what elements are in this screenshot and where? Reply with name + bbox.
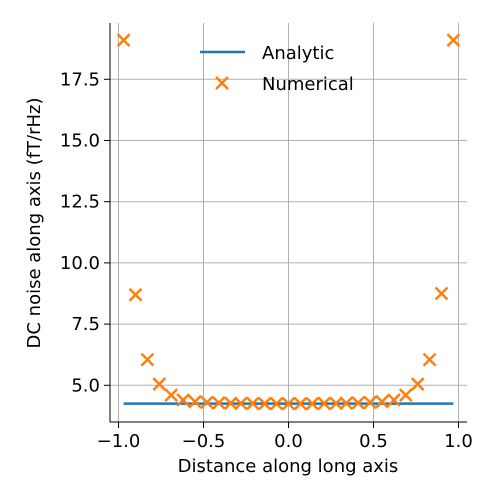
y-tick-label: 5.0 xyxy=(71,375,100,396)
y-tick-label: 7.5 xyxy=(71,314,100,335)
numerical-point xyxy=(211,396,226,410)
legend-analytic-label: Analytic xyxy=(262,43,334,64)
x-tick-label: 0.0 xyxy=(274,431,303,452)
numerical-point xyxy=(164,388,179,402)
numerical-point xyxy=(422,352,437,367)
numerical-point xyxy=(200,395,214,410)
y-tick-label: 17.5 xyxy=(60,69,100,90)
numerical-point xyxy=(317,396,332,411)
numerical-point xyxy=(363,395,377,410)
numerical-point xyxy=(116,33,131,48)
legend-numerical-label: Numerical xyxy=(262,74,354,95)
numerical-point xyxy=(176,393,190,407)
numerical-point xyxy=(269,396,284,411)
legend-numerical-marker xyxy=(215,76,229,90)
numerical-point xyxy=(339,396,354,411)
numerical-point xyxy=(293,396,308,411)
numerical-point xyxy=(245,396,260,411)
y-tick-label: 15.0 xyxy=(60,130,100,151)
grid-layer xyxy=(110,23,467,422)
numerical-point xyxy=(188,394,202,409)
numerical-point xyxy=(152,377,167,391)
numerical-point xyxy=(446,33,461,48)
numerical-point xyxy=(387,393,401,407)
y-tick-label: 12.5 xyxy=(60,192,100,213)
numerical-point xyxy=(140,352,155,367)
numerical-point xyxy=(375,394,389,409)
numerical-point xyxy=(234,396,248,411)
numerical-point xyxy=(223,396,238,411)
x-tick-label: −1.0 xyxy=(97,431,141,452)
numerical-point xyxy=(398,388,413,402)
ticks-layer: −1.0 −0.5 0.0 0.5 1.0 5.0 7.5 10.0 12.5 15.0 17.5 xyxy=(60,69,473,452)
x-axis-label: Distance along long axis xyxy=(178,456,399,477)
x-tick-label: 1.0 xyxy=(444,431,473,452)
numerical-point xyxy=(257,396,272,411)
numerical-point xyxy=(305,396,320,411)
numerical-point xyxy=(128,287,143,302)
numerical-point xyxy=(281,396,296,411)
x-tick-label: 0.5 xyxy=(359,431,388,452)
numerical-point xyxy=(410,377,425,391)
y-axis-label: DC noise along axis (fT/rHz) xyxy=(24,98,45,349)
numerical-point xyxy=(434,286,449,301)
x-tick-label: −0.5 xyxy=(182,431,226,452)
y-tick-label: 10.0 xyxy=(60,253,100,274)
numerical-point xyxy=(329,396,343,411)
legend: Analytic Numerical xyxy=(200,43,354,95)
data-layer xyxy=(116,33,461,411)
numerical-point xyxy=(351,396,366,410)
